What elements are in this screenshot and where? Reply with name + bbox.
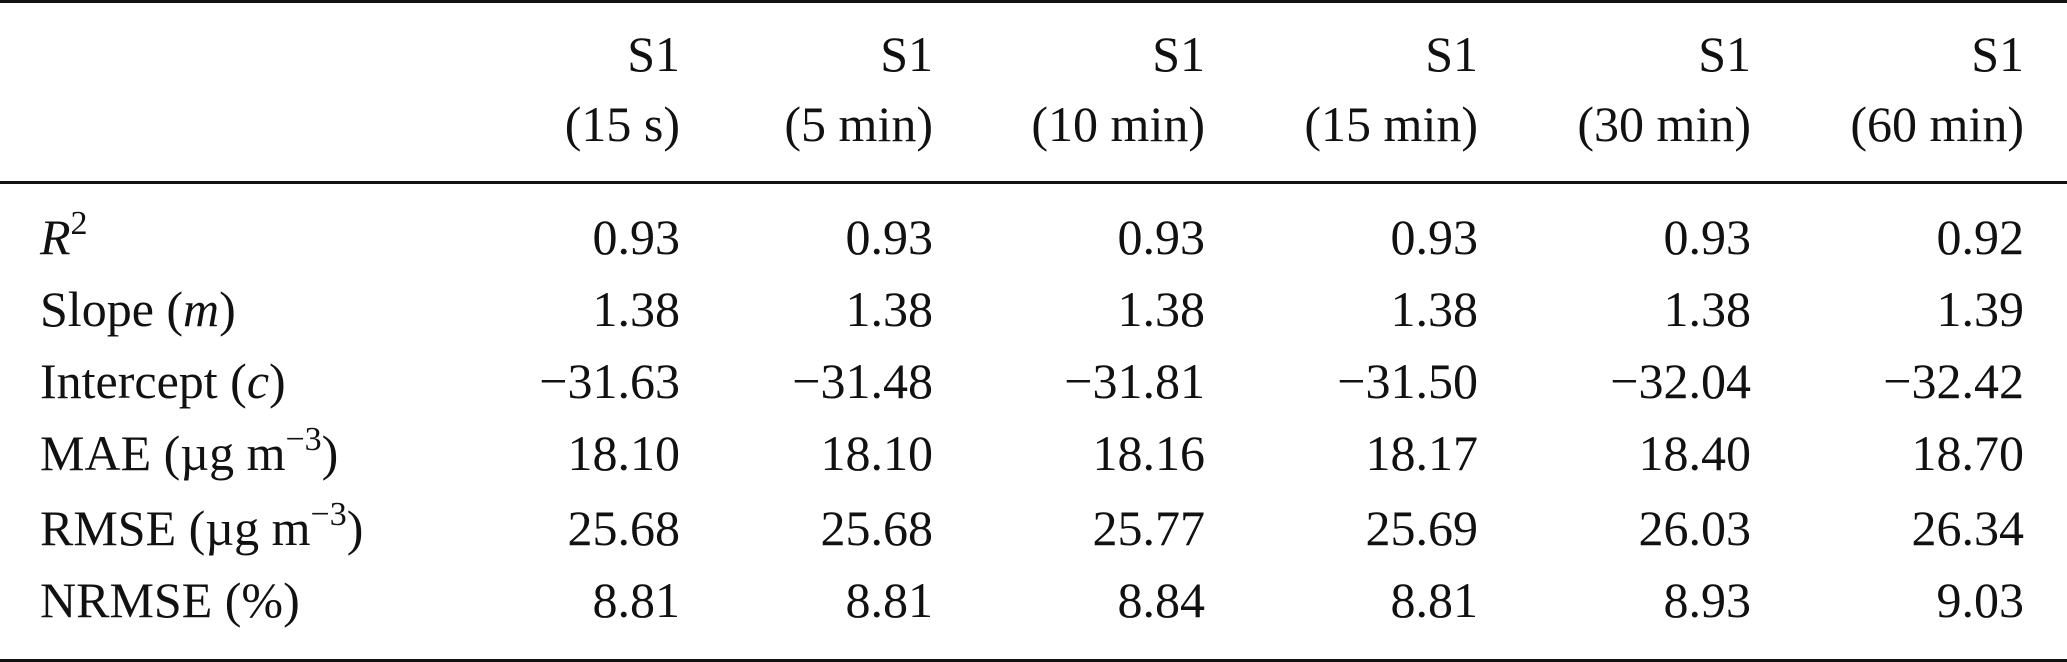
table-cell: 0.93	[1663, 209, 1752, 265]
row-label-r-squared: R2	[40, 207, 88, 265]
table-cell: 18.17	[1365, 425, 1479, 481]
row-label-intercept: Intercept (c)	[40, 356, 286, 406]
row-label-superscript: −3	[285, 421, 322, 458]
table-cell: 18.10	[820, 425, 934, 481]
column-header-1-line2: (15 s)	[564, 96, 680, 152]
table-cell: 1.38	[592, 281, 681, 337]
table-cell: 0.93	[1117, 209, 1206, 265]
table-cell: −32.04	[1610, 353, 1751, 409]
table-cell: 0.93	[1390, 209, 1479, 265]
table-cell: 25.68	[567, 500, 681, 556]
row-label-symbol: c	[246, 353, 270, 409]
table-cell: 18.16	[1092, 425, 1206, 481]
row-label-main: RMSE (µg m	[40, 500, 311, 556]
row-label-nrmse: NRMSE (%)	[40, 575, 300, 625]
row-label-symbol: m	[183, 281, 220, 337]
row-label-main: NRMSE (%)	[40, 572, 300, 628]
table-cell: 18.70	[1911, 425, 2025, 481]
table-cell: 0.92	[1936, 209, 2025, 265]
column-header-1-line1: S1	[627, 26, 680, 82]
column-header-5-line1: S1	[1698, 26, 1751, 82]
row-label-slope: Slope (m)	[40, 284, 236, 334]
table-cell: 1.38	[1663, 281, 1752, 337]
table-cell: 1.38	[1390, 281, 1479, 337]
table-cell: −31.63	[539, 353, 680, 409]
table-cell: −31.48	[792, 353, 933, 409]
table-cell: 8.81	[1390, 572, 1479, 628]
row-label-main: Intercept (	[40, 353, 247, 409]
row-label-main: R	[40, 209, 71, 265]
row-label-close: )	[346, 500, 364, 556]
table-cell: −32.42	[1883, 353, 2024, 409]
table-cell: 18.40	[1638, 425, 1752, 481]
column-header-3-line1: S1	[1152, 26, 1205, 82]
column-header-2-line1: S1	[880, 26, 933, 82]
column-header-4-line1: S1	[1425, 26, 1478, 82]
table-cell: 25.77	[1092, 500, 1206, 556]
table-cell: 9.03	[1936, 572, 2025, 628]
table-cell: 8.81	[845, 572, 934, 628]
table-cell: 0.93	[592, 209, 681, 265]
table-cell: −31.81	[1064, 353, 1205, 409]
column-header-5-line2: (30 min)	[1577, 96, 1751, 152]
table-cell: −31.50	[1337, 353, 1478, 409]
table-cell: 8.81	[592, 572, 681, 628]
table-cell: 8.93	[1663, 572, 1752, 628]
table-cell: 8.84	[1117, 572, 1206, 628]
table-cell: 1.38	[1117, 281, 1206, 337]
row-label-mae: MAE (µg m−3)	[40, 423, 339, 481]
column-header-4-line2: (15 min)	[1304, 96, 1478, 152]
table-cell: 0.93	[845, 209, 934, 265]
row-label-close: )	[269, 353, 286, 409]
row-label-main: MAE (µg m	[40, 425, 286, 481]
row-label-close: )	[321, 425, 339, 481]
column-header-6-line2: (60 min)	[1850, 96, 2024, 152]
header-rule	[0, 181, 2067, 184]
column-header-2-line2: (5 min)	[784, 96, 933, 152]
column-header-6-line1: S1	[1971, 26, 2024, 82]
table-cell: 26.34	[1911, 500, 2025, 556]
table-cell: 18.10	[567, 425, 681, 481]
row-label-superscript: −3	[310, 496, 347, 533]
top-rule	[0, 0, 2067, 3]
column-header-3-line2: (10 min)	[1031, 96, 1205, 152]
row-label-main: Slope (	[40, 281, 184, 337]
table-cell: 25.68	[820, 500, 934, 556]
table-cell: 1.38	[845, 281, 934, 337]
table-cell: 1.39	[1936, 281, 2025, 337]
table-cell: 25.69	[1365, 500, 1479, 556]
row-label-superscript: 2	[70, 205, 88, 242]
table-cell: 26.03	[1638, 500, 1752, 556]
row-label-close: )	[219, 281, 236, 337]
bottom-rule	[0, 659, 2067, 662]
row-label-rmse: RMSE (µg m−3)	[40, 498, 364, 556]
